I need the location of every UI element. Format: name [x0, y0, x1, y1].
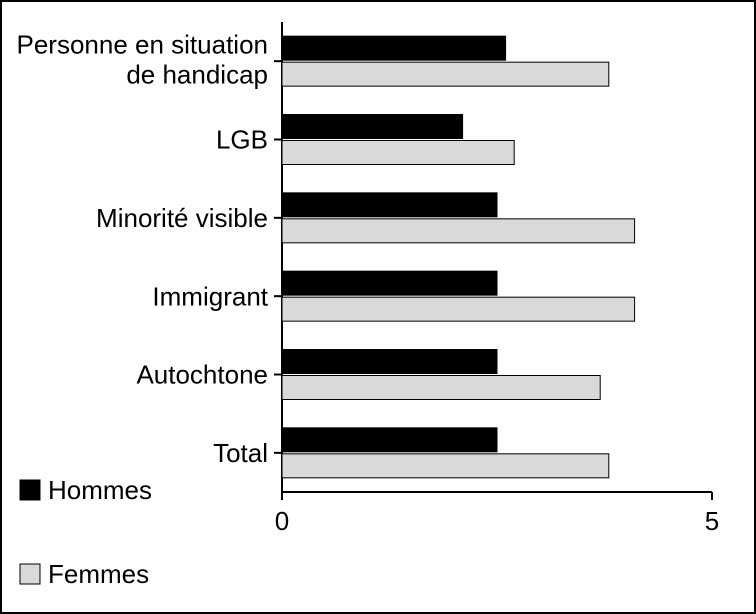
bar-hommes-handicap: [282, 36, 506, 60]
x-tick-label-5: 5: [705, 506, 719, 536]
bar-femmes-total: [282, 454, 609, 478]
category-label-autochtone: Autochtone: [136, 360, 268, 390]
bar-hommes-total: [282, 428, 497, 452]
chart-frame: Total Autochtone Immigrant Minorité visible…: [0, 0, 756, 614]
legend-label-femmes: Femmes: [48, 559, 149, 589]
bar-hommes-immigrant: [282, 271, 497, 295]
legend-label-hommes: Hommes: [48, 475, 152, 505]
bar-hommes-autochtone: [282, 350, 497, 374]
bar-femmes-lgb: [282, 141, 514, 165]
category-label-handicap-line1: de handicap: [126, 59, 268, 89]
bar-femmes-immigrant: [282, 297, 635, 321]
bar-femmes-minorite: [282, 219, 635, 243]
bar-femmes-autochtone: [282, 376, 600, 400]
legend-swatch-femmes: [20, 564, 40, 584]
legend-swatch-hommes: [20, 480, 40, 500]
bar-femmes-handicap: [282, 62, 609, 86]
bar-hommes-lgb: [282, 115, 463, 139]
category-label-immigrant: Immigrant: [152, 281, 268, 311]
category-label-minorite: Minorité visible: [96, 203, 268, 233]
bar-chart: Total Autochtone Immigrant Minorité visible…: [2, 2, 754, 612]
x-tick-label-0: 0: [275, 506, 289, 536]
category-label-lgb: LGB: [216, 125, 268, 155]
category-label-total: Total: [213, 438, 268, 468]
bar-hommes-minorite: [282, 193, 497, 217]
category-label-handicap-line0: Personne en situation: [16, 29, 268, 59]
